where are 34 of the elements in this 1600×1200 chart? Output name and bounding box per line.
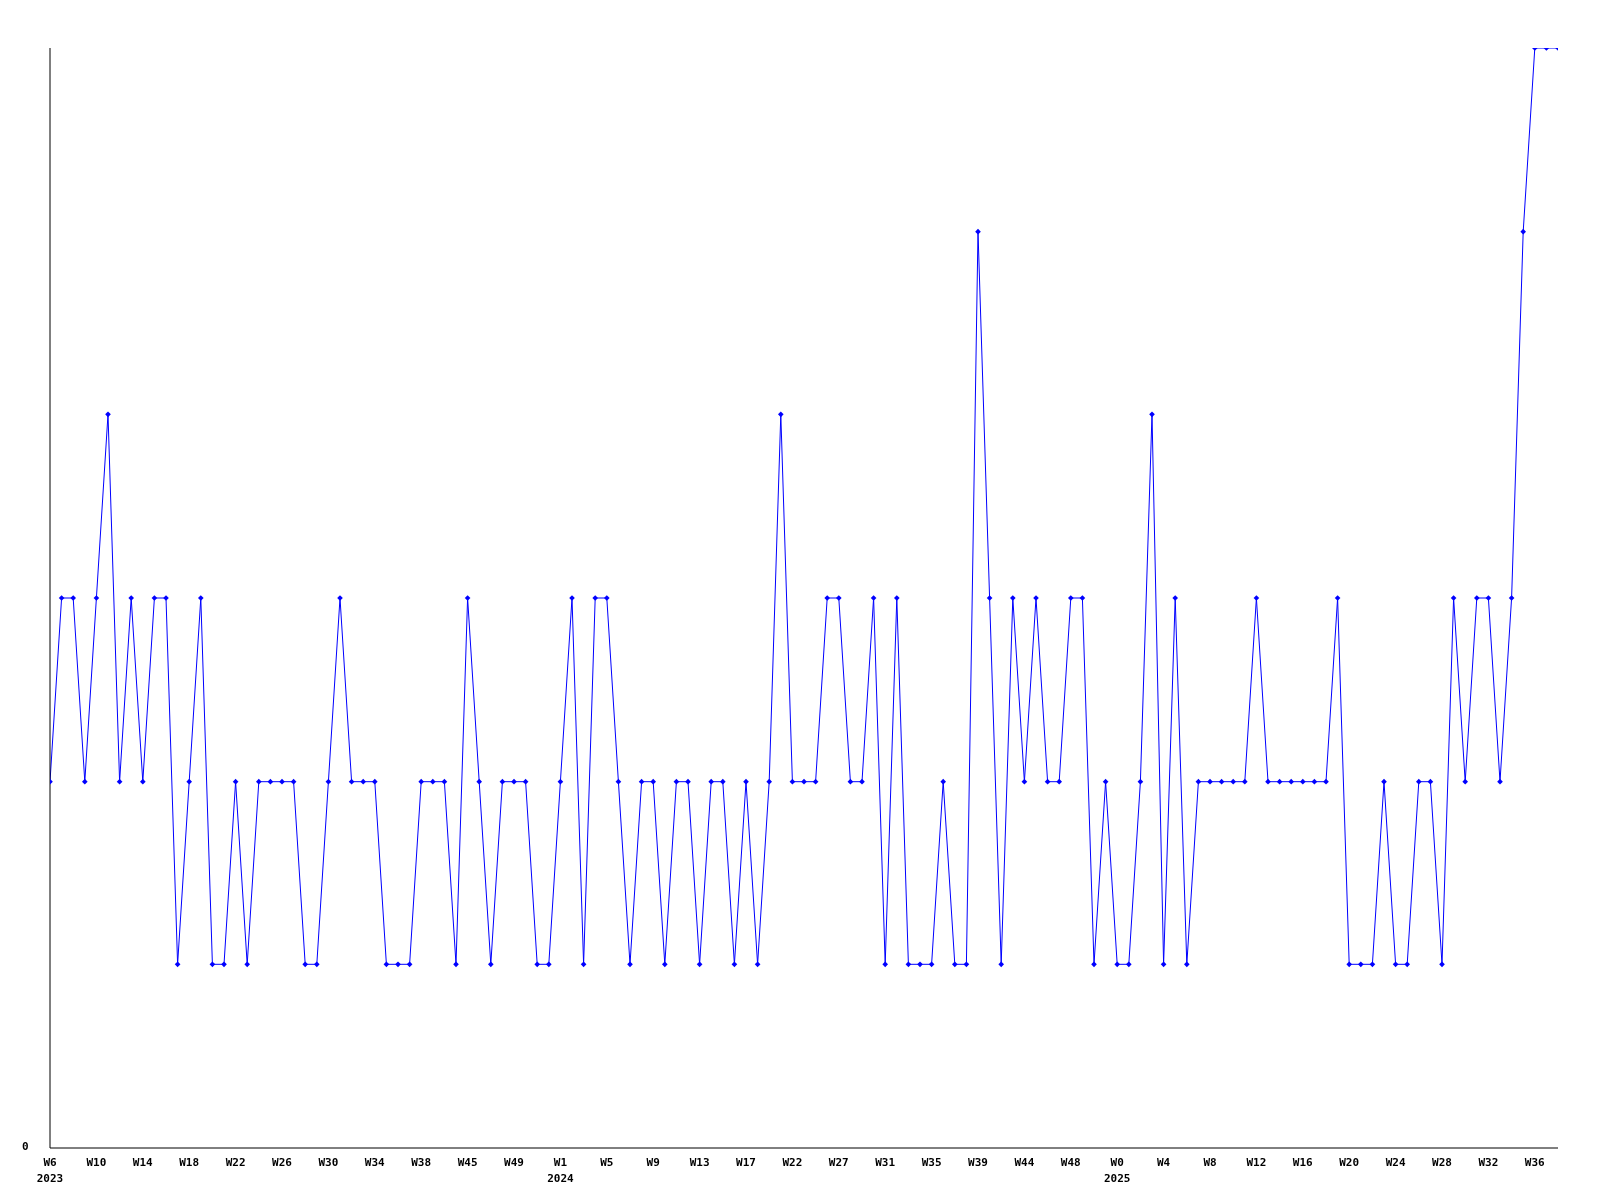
- x-tick-label: W45: [457, 1156, 478, 1169]
- x-tick-label: W24: [1385, 1156, 1406, 1169]
- x-tick-label: W48: [1060, 1156, 1081, 1169]
- x-tick-label: W34: [364, 1156, 386, 1169]
- x-tick-label: W16: [1292, 1156, 1314, 1169]
- x-tick-label: W13: [689, 1156, 710, 1169]
- x-tick-label: W6 2023: [36, 1156, 64, 1185]
- x-tick-label: W22: [225, 1156, 246, 1169]
- x-tick-label: W28: [1432, 1156, 1452, 1169]
- x-tick-label: W31: [875, 1156, 896, 1169]
- x-tick-label: W9: [646, 1156, 660, 1169]
- x-tick-label: W30: [318, 1156, 339, 1169]
- x-tick-label: W39: [968, 1156, 988, 1169]
- text: 0: [22, 1140, 29, 1153]
- x-tick-label: W35: [921, 1156, 942, 1169]
- x-tick-label: W18: [179, 1156, 200, 1169]
- x-tick-label: W8: [1203, 1156, 1217, 1169]
- x-tick-label: W22: [782, 1156, 803, 1169]
- x-tick-label: W4: [1156, 1156, 1171, 1169]
- x-tick-label: W44: [1014, 1156, 1035, 1169]
- x-tick-label: W14: [132, 1156, 154, 1169]
- x-tick-label: W0 2025: [1103, 1156, 1131, 1185]
- x-tick-label: W26: [272, 1156, 293, 1169]
- x-tick-label: W5: [600, 1156, 614, 1169]
- x-tick-label: W38: [411, 1156, 432, 1169]
- x-tick-label: W1 2024: [547, 1156, 575, 1185]
- x-tick-label: W20: [1339, 1156, 1360, 1169]
- x-tick-label: W10: [86, 1156, 107, 1169]
- x-tick-label: W17: [736, 1156, 756, 1169]
- x-tick-label: W12: [1246, 1156, 1267, 1169]
- x-tick-label: W27: [828, 1156, 849, 1169]
- x-tick-label: W36: [1524, 1156, 1546, 1169]
- x-tick-label: W49: [504, 1156, 524, 1169]
- x-tick-label: W32: [1478, 1156, 1499, 1169]
